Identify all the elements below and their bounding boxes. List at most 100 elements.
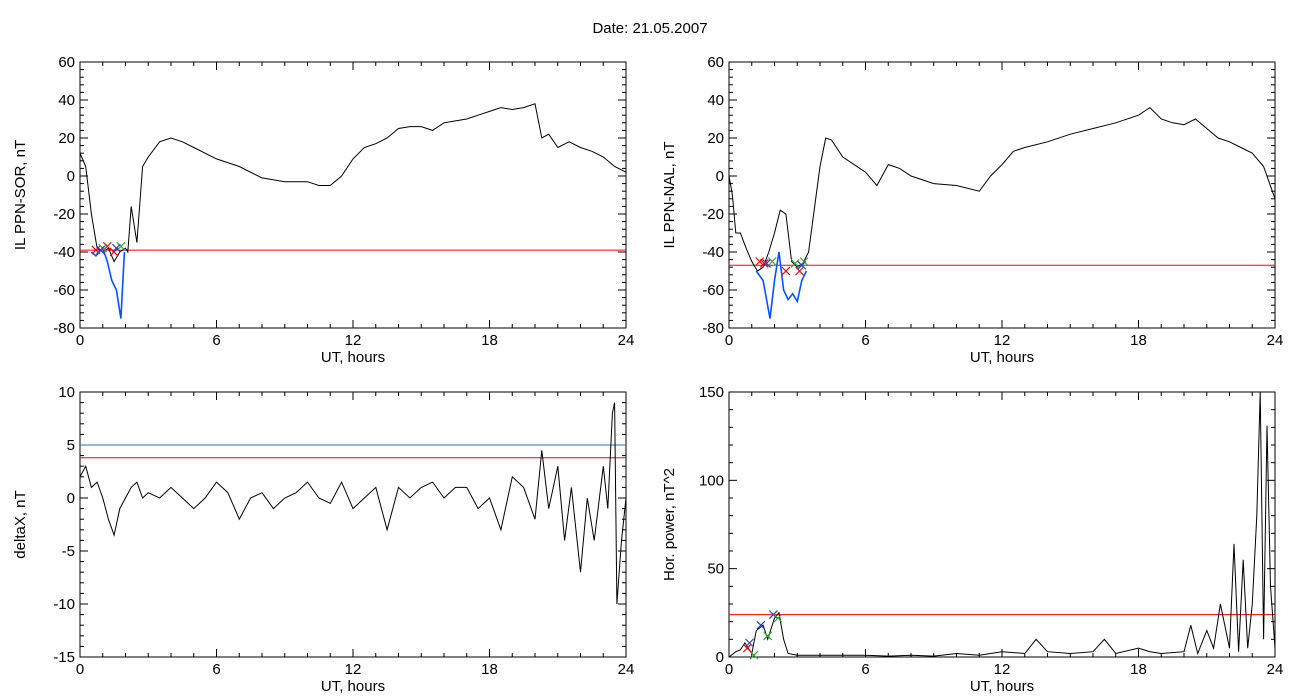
marker-stroke [102,241,112,251]
event-marker [797,260,807,270]
x-tick-label: 18 [481,661,498,678]
plot-deltax: 0 6 12 18 24 -15 -10 -5 0 5 10 UT, hours deltaX, nT [12,384,634,695]
plot-frame [79,391,627,658]
x-tick-label: 18 [1130,332,1147,349]
y-tick-label: -20 [53,206,75,223]
event-marker [767,257,777,266]
y-tick-label: -60 [702,282,724,299]
event-marker [742,643,752,653]
event-marker [762,258,771,268]
event-marker [755,257,765,266]
x-tick-label: 0 [725,661,733,678]
y-tick-label: 40 [707,92,724,109]
y-tick-label: 0 [67,490,75,507]
y-tick-label: 100 [699,472,724,489]
x-tick-label: 18 [481,332,498,349]
x-tick-label: 24 [1267,661,1284,678]
x-axis-label: UT, hours [321,349,385,366]
x-tick-label: 24 [618,661,635,678]
series-line [90,246,126,319]
x-tick-label: 24 [618,332,635,349]
plot-frame [728,61,1276,329]
y-tick-label: -15 [53,649,75,666]
plot-frame [79,61,627,329]
event-marker [756,620,766,630]
y-tick-label: -10 [53,596,75,613]
y-tick-label: 5 [67,437,75,454]
y-axis-label: deltaX, nT [12,490,29,558]
marker-stroke [768,610,778,620]
marker-stroke [755,257,765,266]
y-tick-label: -80 [53,320,75,337]
x-tick-label: 0 [76,661,84,678]
marker-stroke [781,266,791,276]
marker-stroke [759,258,769,268]
event-marker [795,266,804,276]
marker-stroke [749,650,759,660]
marker-stroke [797,260,807,270]
series-line [80,402,626,605]
event-marker [111,243,121,253]
y-tick-label: 60 [58,54,75,71]
event-marker [102,241,112,251]
plot-sor: 0 6 12 18 24 -80 -60 -40 -20 0 20 40 60 UT, hours IL P… [12,54,634,366]
x-axis-label: UT, hours [321,678,385,695]
y-tick-label: -60 [53,282,75,299]
y-tick-label: 40 [58,92,75,109]
marker-stroke [790,258,800,268]
x-tick-label: 12 [345,661,362,678]
marker-stroke [742,643,752,653]
x-tick-label: 18 [1130,661,1147,678]
event-marker [781,266,791,276]
event-marker [749,650,759,660]
x-tick-label: 24 [1267,332,1284,349]
series-line [729,106,1275,272]
y-axis-label: IL PPN-SOR, nT [12,140,29,250]
y-tick-label: 20 [707,130,724,147]
marker-stroke [763,631,773,641]
y-tick-label: -5 [62,543,75,560]
x-tick-label: 12 [345,332,362,349]
x-axis-label: UT, hours [970,678,1034,695]
series-line [729,392,1275,657]
series-line [755,251,808,319]
event-marker [96,245,105,255]
x-tick-label: 0 [76,332,84,349]
y-tick-label: 150 [699,384,724,401]
marker-stroke [111,243,121,253]
marker-stroke [116,241,126,251]
y-tick-label: 50 [707,561,724,578]
y-tick-label: 20 [58,130,75,147]
x-axis-label: UT, hours [970,349,1034,366]
marker-stroke [756,620,766,630]
event-marker [763,631,773,641]
y-tick-label: 0 [67,168,75,185]
y-tick-label: 10 [58,384,75,401]
y-axis-label: Hor. power, nT^2 [661,468,678,581]
event-marker [759,258,769,268]
x-tick-label: 0 [725,332,733,349]
marker-stroke [96,245,105,255]
y-tick-label: -80 [702,320,724,337]
x-tick-label: 6 [212,661,220,678]
page-title: Date: 21.05.2007 [592,20,708,37]
x-tick-label: 12 [994,661,1011,678]
x-tick-label: 6 [861,332,869,349]
y-tick-label: 0 [716,168,724,185]
event-marker [790,258,800,268]
plot-nal: 0 6 12 18 24 -80 -60 -40 -20 0 20 40 60 UT, hours IL P… [661,54,1283,366]
y-tick-label: -20 [702,206,724,223]
marker-stroke [767,257,777,266]
x-tick-label: 6 [861,661,869,678]
marker-stroke [773,613,783,623]
marker-stroke [762,258,771,268]
event-marker [773,613,783,623]
plot-frame [728,391,1276,658]
event-marker [768,610,778,620]
x-tick-label: 6 [212,332,220,349]
event-marker [745,638,754,648]
y-tick-label: 0 [716,649,724,666]
marker-stroke [745,638,754,648]
series-line [80,103,626,263]
